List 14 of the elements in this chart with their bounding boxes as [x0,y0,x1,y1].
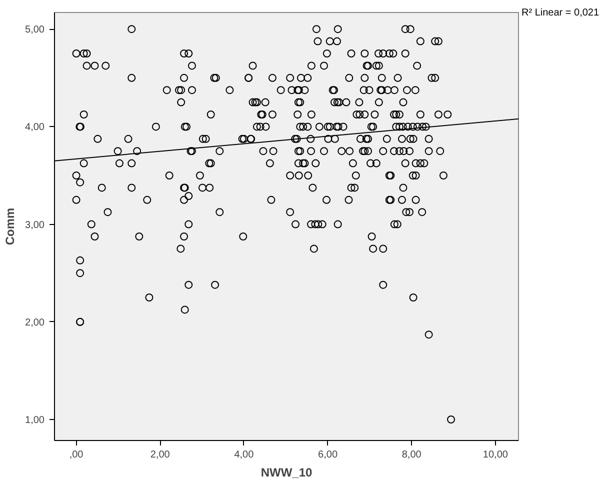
y-tick-label: 3,00 [25,220,45,231]
y-tick-label: 5,00 [25,24,45,36]
x-tick-label: 8,00 [402,450,422,460]
y-tick-label: 2,00 [25,317,45,328]
x-tick-label: 10,00 [482,450,508,460]
text: R² Linear = 0,021 [522,8,600,18]
y-tick-label: 1,00 [25,415,45,426]
x-tick-label: 2,00 [150,450,170,460]
x-tick-label: 4,00 [234,450,254,460]
y-axis-title: Comm [3,208,18,246]
x-tick-label: ,00 [69,450,84,460]
x-tick-label: 6,00 [318,450,338,460]
x-axis-title: NWW_10 [260,466,312,480]
y-tick-label: 4,00 [25,122,45,134]
